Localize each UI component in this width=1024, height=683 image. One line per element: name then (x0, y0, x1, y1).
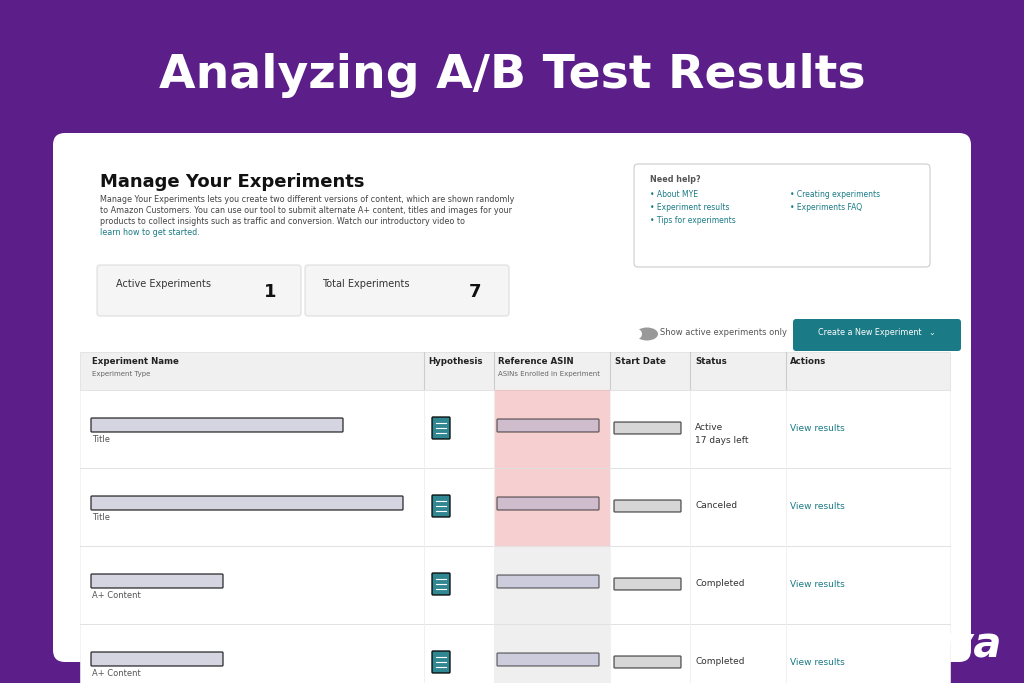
Bar (80, 468, 950, 546)
Bar (80, 546, 950, 624)
Text: Need help?: Need help? (650, 175, 700, 184)
Text: Show active experiments only: Show active experiments only (660, 328, 787, 337)
Text: • Experiment results: • Experiment results (650, 203, 729, 212)
FancyBboxPatch shape (497, 497, 599, 510)
FancyBboxPatch shape (53, 133, 971, 662)
FancyBboxPatch shape (614, 500, 681, 512)
Text: View results: View results (790, 424, 845, 433)
FancyBboxPatch shape (305, 265, 509, 316)
FancyBboxPatch shape (91, 574, 223, 588)
Bar (494, 468, 610, 546)
Bar (80, 624, 950, 683)
Text: View results: View results (790, 502, 845, 511)
Text: View results: View results (790, 658, 845, 667)
Bar (80, 352, 950, 390)
FancyBboxPatch shape (432, 651, 450, 673)
FancyBboxPatch shape (432, 417, 450, 439)
Text: Reference ASIN: Reference ASIN (498, 357, 573, 366)
Text: Create a New Experiment   ⌄: Create a New Experiment ⌄ (818, 328, 936, 337)
Text: Active Experiments: Active Experiments (116, 279, 211, 289)
FancyBboxPatch shape (634, 164, 930, 267)
Text: 17 days left: 17 days left (695, 436, 749, 445)
Text: Analyzing A/B Test Results: Analyzing A/B Test Results (159, 53, 865, 98)
Bar (494, 390, 610, 468)
FancyBboxPatch shape (793, 319, 961, 351)
FancyBboxPatch shape (97, 265, 301, 316)
FancyBboxPatch shape (432, 573, 450, 595)
FancyBboxPatch shape (432, 495, 450, 517)
Text: Experiment Type: Experiment Type (92, 371, 151, 377)
FancyBboxPatch shape (91, 652, 223, 666)
Text: • Experiments FAQ: • Experiments FAQ (790, 203, 862, 212)
FancyBboxPatch shape (497, 653, 599, 666)
Text: Active: Active (695, 423, 723, 432)
Bar (494, 546, 610, 624)
Text: ASINs Enrolled in Experiment: ASINs Enrolled in Experiment (498, 371, 600, 377)
Bar (80, 390, 950, 468)
Text: eva: eva (919, 624, 1001, 666)
Text: • About MYE: • About MYE (650, 190, 698, 199)
Text: learn how to get started.: learn how to get started. (100, 228, 200, 237)
Text: Canceled: Canceled (695, 501, 737, 510)
Text: Manage Your Experiments lets you create two different versions of content, which: Manage Your Experiments lets you create … (100, 195, 514, 204)
Text: View results: View results (790, 580, 845, 589)
Text: Start Date: Start Date (615, 357, 666, 366)
FancyBboxPatch shape (614, 422, 681, 434)
Text: • Tips for experiments: • Tips for experiments (650, 216, 736, 225)
Text: products to collect insights such as traffic and conversion. Watch our introduct: products to collect insights such as tra… (100, 217, 465, 226)
Circle shape (632, 329, 642, 339)
FancyBboxPatch shape (614, 578, 681, 590)
Text: Experiment Name: Experiment Name (92, 357, 179, 366)
Text: Total Experiments: Total Experiments (322, 279, 410, 289)
Text: Title: Title (92, 513, 110, 522)
Text: 7: 7 (469, 283, 481, 301)
Text: A+ Content: A+ Content (92, 591, 140, 600)
FancyBboxPatch shape (497, 575, 599, 588)
Text: Hypothesis: Hypothesis (428, 357, 482, 366)
Text: to Amazon Customers. You can use our tool to submit alternate A+ content, titles: to Amazon Customers. You can use our too… (100, 206, 512, 215)
Text: Completed: Completed (695, 657, 744, 666)
Text: Title: Title (92, 435, 110, 444)
Bar (494, 624, 610, 683)
Text: Manage Your Experiments: Manage Your Experiments (100, 173, 365, 191)
FancyBboxPatch shape (91, 418, 343, 432)
Text: A+ Content: A+ Content (92, 669, 140, 678)
Text: • Creating experiments: • Creating experiments (790, 190, 880, 199)
Text: Actions: Actions (790, 357, 826, 366)
FancyBboxPatch shape (614, 656, 681, 668)
Text: Completed: Completed (695, 579, 744, 588)
Text: Status: Status (695, 357, 727, 366)
Text: 1: 1 (264, 283, 276, 301)
FancyBboxPatch shape (91, 496, 403, 510)
Ellipse shape (636, 328, 658, 341)
FancyBboxPatch shape (497, 419, 599, 432)
